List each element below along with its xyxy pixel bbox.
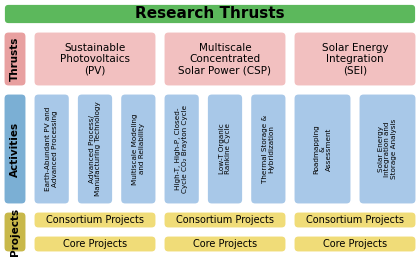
FancyBboxPatch shape (250, 94, 286, 204)
Text: Multiscale Modeling
and Reliability: Multiscale Modeling and Reliability (132, 113, 145, 185)
Text: Roadmapping
&
Assessment: Roadmapping & Assessment (313, 124, 332, 174)
Text: High-T, High-P, Closed-
Cycle CO₂ Brayton Cycle: High-T, High-P, Closed- Cycle CO₂ Brayto… (175, 105, 188, 193)
Text: Multiscale
Concentrated
Solar Power (CSP): Multiscale Concentrated Solar Power (CSP… (178, 43, 271, 75)
Text: Activities: Activities (10, 121, 20, 176)
Text: Research Thrusts: Research Thrusts (135, 6, 285, 22)
Text: Thrusts: Thrusts (10, 37, 20, 81)
FancyBboxPatch shape (163, 32, 286, 86)
FancyBboxPatch shape (34, 32, 157, 86)
Text: Sustainable
Photovoltaics
(PV): Sustainable Photovoltaics (PV) (60, 43, 130, 75)
FancyBboxPatch shape (34, 235, 157, 253)
Text: Consortium Projects: Consortium Projects (306, 215, 404, 225)
FancyBboxPatch shape (3, 4, 417, 24)
FancyBboxPatch shape (77, 94, 113, 204)
FancyBboxPatch shape (294, 94, 352, 204)
Text: Low-T Organic
Rankine Cycle: Low-T Organic Rankine Cycle (219, 124, 231, 175)
Text: Consortium Projects: Consortium Projects (46, 215, 144, 225)
Text: Advanced Process/
Manufacturing Technology: Advanced Process/ Manufacturing Technolo… (89, 102, 101, 196)
FancyBboxPatch shape (294, 32, 417, 86)
FancyBboxPatch shape (120, 94, 157, 204)
Text: Core Projects: Core Projects (193, 239, 257, 249)
FancyBboxPatch shape (163, 235, 286, 253)
FancyBboxPatch shape (34, 94, 70, 204)
Text: Thermal Storage &
Hybridization: Thermal Storage & Hybridization (262, 115, 275, 183)
FancyBboxPatch shape (3, 94, 26, 204)
Text: Solar Energy
Integration
(SEI): Solar Energy Integration (SEI) (322, 43, 388, 75)
Text: Core Projects: Core Projects (323, 239, 387, 249)
FancyBboxPatch shape (359, 94, 417, 204)
FancyBboxPatch shape (3, 212, 26, 253)
FancyBboxPatch shape (294, 212, 417, 229)
FancyBboxPatch shape (3, 32, 26, 86)
Text: Consortium Projects: Consortium Projects (176, 215, 274, 225)
FancyBboxPatch shape (294, 235, 417, 253)
FancyBboxPatch shape (207, 94, 243, 204)
Text: Core Projects: Core Projects (63, 239, 127, 249)
FancyBboxPatch shape (163, 212, 286, 229)
Text: Solar Energy
Integration and
Storage Analysis: Solar Energy Integration and Storage Ana… (378, 119, 397, 179)
Text: Earth-Abundant PV and
Advanced Processing: Earth-Abundant PV and Advanced Processin… (45, 107, 58, 191)
FancyBboxPatch shape (34, 212, 157, 229)
FancyBboxPatch shape (163, 94, 200, 204)
Text: Projects: Projects (10, 208, 20, 256)
